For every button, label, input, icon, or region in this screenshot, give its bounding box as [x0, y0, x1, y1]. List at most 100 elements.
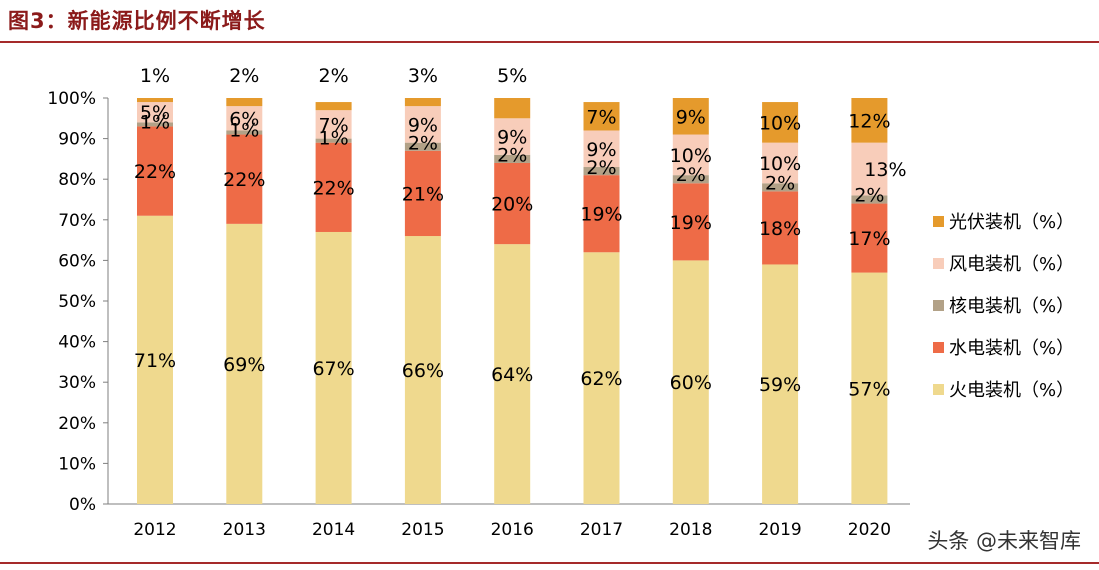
data-label: 22% — [223, 169, 265, 191]
data-label: 7% — [586, 106, 616, 128]
bar-segment — [226, 106, 263, 131]
bar-segment — [762, 191, 799, 265]
data-label: 67% — [312, 358, 354, 380]
data-label: 20% — [491, 194, 533, 216]
data-label: 62% — [580, 368, 622, 390]
y-tick-label: 80% — [58, 170, 96, 190]
data-label: 10% — [759, 153, 801, 175]
data-label: 2% — [319, 65, 349, 87]
data-label: 7% — [319, 114, 349, 136]
data-label: 2% — [229, 65, 259, 87]
data-label: 9% — [408, 114, 438, 136]
x-tick-label: 2015 — [401, 520, 444, 540]
data-label: 2% — [497, 145, 527, 167]
data-label: 5% — [140, 102, 170, 124]
y-tick-label: 60% — [58, 251, 96, 271]
x-tick-label: 2013 — [223, 520, 266, 540]
bar-segment — [315, 231, 352, 505]
data-label: 66% — [402, 360, 444, 382]
bar-segment — [851, 142, 888, 196]
bar-segment — [672, 260, 709, 504]
x-tick-label: 2014 — [312, 520, 355, 540]
data-label: 22% — [312, 177, 354, 199]
data-label: 22% — [134, 161, 176, 183]
bar-segment — [851, 195, 888, 204]
legend-label: 风电装机（%） — [949, 254, 1074, 275]
bar-segment — [672, 175, 709, 184]
x-tick-label: 2016 — [491, 520, 534, 540]
y-tick-label: 50% — [58, 292, 96, 312]
data-label: 5% — [497, 65, 527, 87]
y-tick-label: 70% — [58, 211, 96, 231]
y-tick-label: 10% — [58, 454, 96, 474]
bar-segment — [226, 98, 263, 107]
bar-segment — [583, 102, 620, 131]
data-label: 19% — [670, 212, 712, 234]
legend-swatch — [933, 384, 944, 395]
legend-swatch — [933, 216, 944, 227]
bar-segment — [494, 98, 531, 119]
data-label: 9% — [497, 127, 527, 149]
bar-segment — [404, 142, 441, 151]
bar-segment — [494, 244, 531, 504]
bar-segment — [583, 175, 620, 253]
data-label: 2% — [765, 172, 795, 194]
legend-swatch — [933, 300, 944, 311]
y-tick-label: 40% — [58, 333, 96, 353]
y-tick-label: 0% — [69, 495, 96, 515]
data-label: 3% — [408, 65, 438, 87]
data-label: 2% — [676, 164, 706, 186]
y-tick-label: 100% — [47, 89, 96, 109]
data-label: 13% — [864, 159, 906, 181]
data-label: 71% — [134, 350, 176, 372]
legend-swatch — [933, 258, 944, 269]
bar-segment — [315, 138, 352, 143]
bar-segment — [851, 272, 888, 504]
bar-segment — [762, 102, 799, 143]
bar-segment — [315, 142, 352, 232]
data-label: 21% — [402, 183, 444, 205]
bar-segment — [226, 130, 263, 135]
bar-segment — [672, 183, 709, 261]
legend-label: 核电装机（%） — [949, 296, 1074, 317]
data-label: 18% — [759, 218, 801, 240]
legend-label: 水电装机（%） — [949, 338, 1074, 359]
x-tick-label: 2012 — [133, 520, 176, 540]
data-label: 59% — [759, 374, 801, 396]
x-tick-label: 2019 — [758, 520, 801, 540]
data-label: 1% — [319, 128, 349, 150]
y-tick-label: 90% — [58, 130, 96, 150]
data-label: 1% — [229, 120, 259, 142]
bar-segment — [404, 236, 441, 505]
data-label: 19% — [580, 204, 622, 226]
x-tick-label: 2018 — [669, 520, 712, 540]
data-label: 60% — [670, 372, 712, 394]
data-label: 1% — [140, 65, 170, 87]
bar-segment — [672, 98, 709, 135]
bar-segment — [762, 142, 799, 184]
data-label: 2% — [408, 132, 438, 154]
bar-segment — [494, 118, 531, 155]
data-label: 10% — [670, 145, 712, 167]
data-label: 9% — [676, 106, 706, 128]
chart-title: 图3：新能源比例不断增长 — [8, 9, 266, 33]
bar-segment — [672, 134, 709, 176]
footer-divider — [0, 562, 1099, 564]
bar-segment — [226, 223, 263, 505]
data-label: 9% — [586, 139, 616, 161]
bar-segment — [583, 167, 620, 176]
data-label: 17% — [848, 228, 890, 250]
bar-segment — [494, 162, 531, 245]
bar-segment — [137, 102, 173, 123]
bar-segment — [404, 150, 441, 237]
data-label: 6% — [229, 108, 259, 130]
x-tick-label: 2020 — [848, 520, 891, 540]
y-tick-label: 30% — [58, 373, 96, 393]
legend-label: 火电装机（%） — [949, 380, 1074, 401]
data-label: 69% — [223, 354, 265, 376]
data-label: 57% — [848, 378, 890, 400]
data-label: 2% — [854, 184, 884, 206]
bar-segment — [137, 126, 173, 216]
data-label: 1% — [140, 111, 170, 133]
